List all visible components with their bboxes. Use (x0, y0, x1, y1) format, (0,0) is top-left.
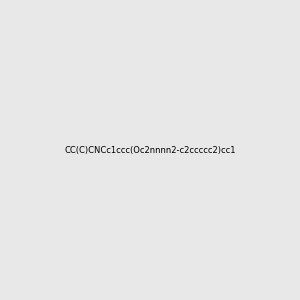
Text: CC(C)CNCc1ccc(Oc2nnnn2-c2ccccc2)cc1: CC(C)CNCc1ccc(Oc2nnnn2-c2ccccc2)cc1 (64, 146, 236, 154)
